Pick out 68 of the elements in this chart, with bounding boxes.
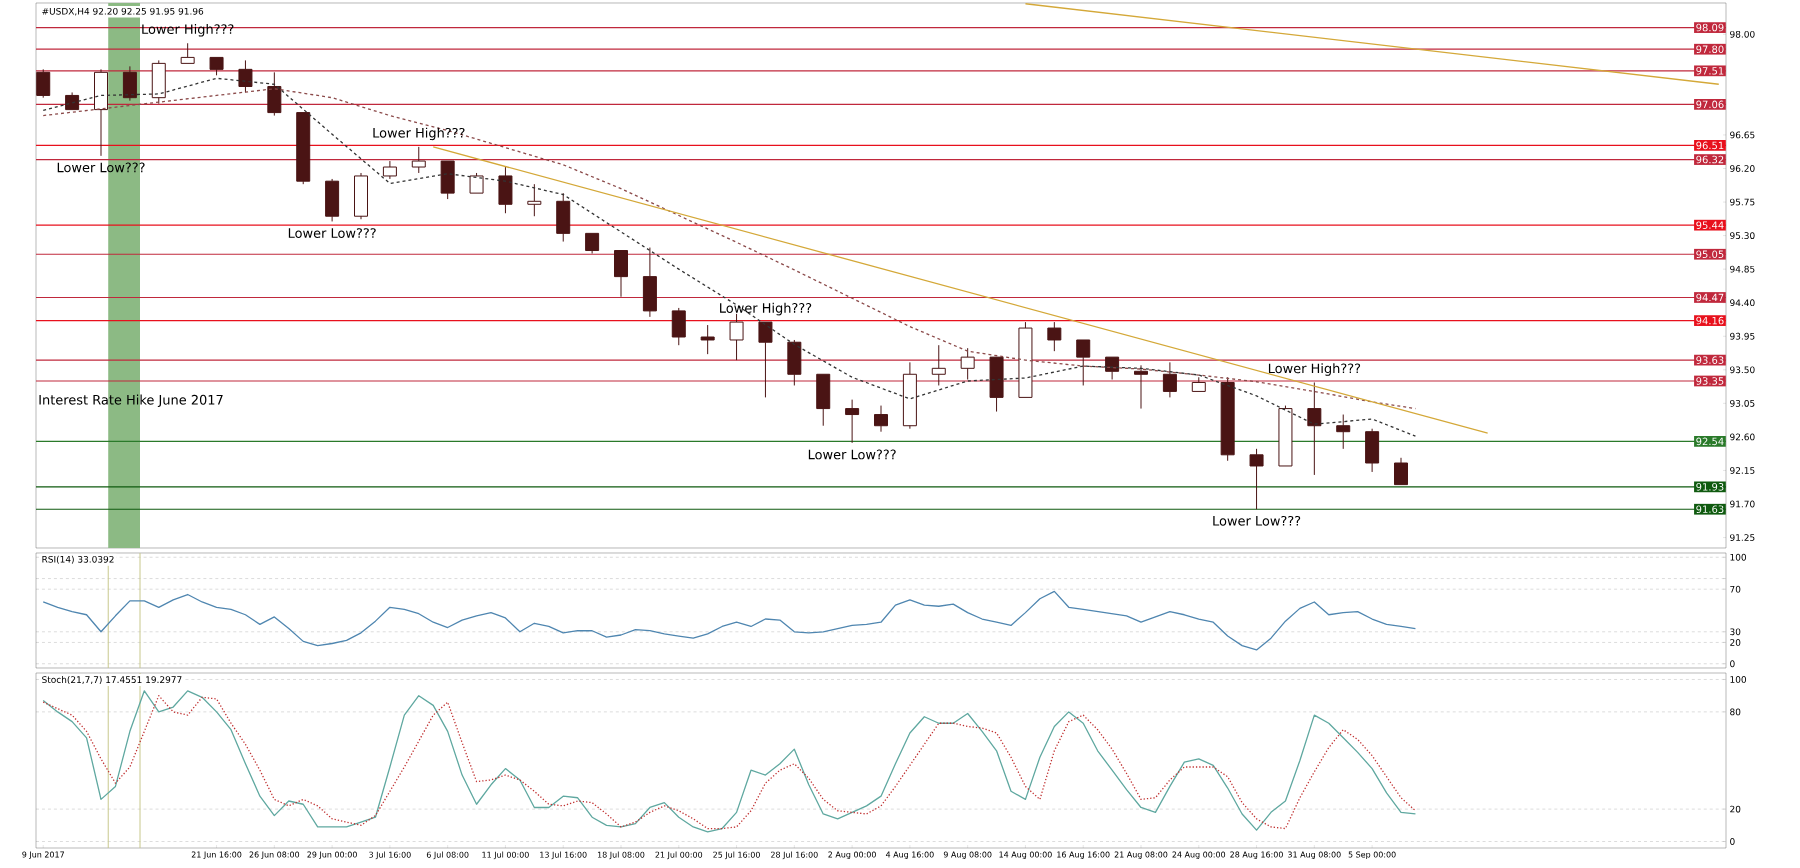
y-tick-label: 95.30 bbox=[1730, 232, 1755, 239]
ref-line-label: 97.51 bbox=[1696, 67, 1724, 75]
y-tick-label: 70 bbox=[1730, 585, 1741, 593]
ref-line-label: 96.32 bbox=[1696, 155, 1724, 164]
y-tick-label: 94.85 bbox=[1730, 265, 1755, 273]
ref-line-label: 95.05 bbox=[1696, 250, 1724, 259]
y-tick-label: 95.75 bbox=[1730, 198, 1755, 206]
y-tick-label: 93.95 bbox=[1730, 332, 1755, 340]
ref-line-label: 98.09 bbox=[1696, 23, 1724, 32]
y-tick-label: 94.40 bbox=[1730, 299, 1755, 307]
candlestick bbox=[1307, 381, 1322, 476]
y-tick-label: 93.50 bbox=[1730, 366, 1755, 374]
candlestick bbox=[36, 68, 51, 99]
candlestick bbox=[642, 247, 657, 318]
annotation: Lower Low??? bbox=[1213, 515, 1301, 526]
chart-title: RSI(14) 33.0392 bbox=[42, 555, 114, 564]
candlestick bbox=[411, 146, 426, 174]
y-tick-label: 20 bbox=[1730, 805, 1741, 813]
candlestick bbox=[382, 160, 397, 180]
candlestick bbox=[354, 172, 368, 220]
y-tick-label: 0 bbox=[1730, 838, 1735, 845]
y-tick-label: 91.25 bbox=[1730, 534, 1755, 541]
annotation: Lower High??? bbox=[373, 127, 465, 141]
y-tick-label: 100 bbox=[1730, 553, 1747, 561]
y-tick-label: 92.60 bbox=[1730, 433, 1755, 441]
y-tick-label: 30 bbox=[1730, 628, 1741, 636]
candlestick bbox=[94, 68, 108, 157]
ref-line-label: 97.80 bbox=[1696, 45, 1724, 53]
candlestick bbox=[267, 71, 282, 117]
chart-title: Stoch(21,7,7) 17.4551 19.2977 bbox=[42, 676, 182, 685]
candlestick bbox=[1134, 364, 1148, 410]
ref-line-label: 94.16 bbox=[1696, 316, 1724, 325]
y-tick-label: 20 bbox=[1730, 639, 1741, 646]
y-tick-label: 92.15 bbox=[1730, 467, 1755, 474]
candlestick bbox=[1365, 428, 1380, 473]
annotation: Interest Rate Hike June 2017 bbox=[39, 394, 223, 408]
ref-line-label: 94.47 bbox=[1696, 293, 1724, 302]
candlestick bbox=[931, 344, 946, 386]
y-tick-label: 98.00 bbox=[1730, 30, 1755, 38]
y-tick-label: 80 bbox=[1730, 708, 1741, 716]
annotation: Lower High??? bbox=[1268, 363, 1361, 376]
candlestick bbox=[325, 178, 340, 222]
y-tick-label: 93.05 bbox=[1730, 399, 1755, 407]
ref-line-label: 91.93 bbox=[1696, 483, 1724, 491]
ref-line-label: 93.63 bbox=[1696, 356, 1724, 364]
ref-line-label: 96.51 bbox=[1696, 141, 1724, 150]
candlestick bbox=[845, 399, 860, 444]
y-tick-label: 91.70 bbox=[1730, 500, 1755, 508]
annotation: Lower High??? bbox=[720, 302, 812, 316]
ref-line-label: 97.06 bbox=[1696, 100, 1724, 109]
y-tick-label: 96.65 bbox=[1730, 131, 1755, 139]
candlestick bbox=[122, 65, 137, 102]
y-tick-label: 0 bbox=[1730, 660, 1735, 668]
annotation: Lower Low??? bbox=[288, 228, 376, 238]
ref-line-label: 93.35 bbox=[1696, 377, 1724, 385]
candlestick bbox=[902, 361, 917, 430]
ref-line-label: 95.44 bbox=[1696, 221, 1724, 229]
ref-line-label: 92.54 bbox=[1696, 437, 1724, 446]
candlestick bbox=[787, 339, 802, 386]
y-tick-label: 96.20 bbox=[1730, 165, 1755, 172]
candlestick bbox=[874, 405, 888, 433]
candlestick bbox=[1162, 361, 1177, 398]
chart-title: #USDX,H4 92.20 92.25 91.95 91.96 bbox=[42, 7, 204, 16]
ref-line-label: 91.63 bbox=[1696, 505, 1724, 513]
candlestick bbox=[1336, 414, 1351, 450]
annotation: Lower Low??? bbox=[808, 449, 896, 460]
y-tick-label: 100 bbox=[1730, 676, 1747, 683]
candlestick bbox=[700, 324, 715, 355]
